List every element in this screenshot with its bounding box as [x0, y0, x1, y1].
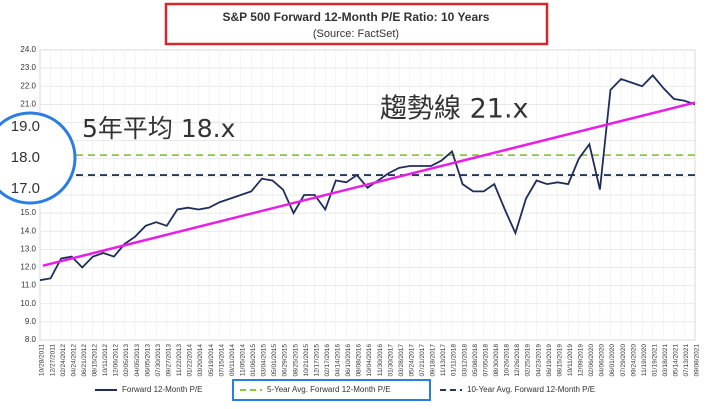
y-tick-label: 11.0 — [21, 281, 37, 290]
x-tick-label: 06/29/2015 — [282, 344, 289, 377]
x-tick-label: 07/21/2017 — [419, 344, 426, 377]
x-tick-label: 12/17/2015 — [313, 344, 320, 377]
x-tick-label: 02/05/2013 — [123, 344, 130, 377]
x-tick-label: 01/30/2017 — [387, 344, 394, 377]
x-tick-label: 12/06/2012 — [113, 344, 120, 377]
zoom-label: 17.0 — [11, 180, 40, 197]
y-tick-label: 24.0 — [20, 45, 36, 54]
x-tick-label: 12/09/2019 — [578, 344, 585, 377]
x-tick-label: 08/30/2018 — [493, 344, 500, 377]
annotation: 趨勢線 21.x — [380, 94, 529, 125]
x-tick-label: 04/23/2019 — [535, 344, 542, 377]
x-tick-label: 05/01/2015 — [271, 344, 278, 377]
x-tick-label: 02/17/2016 — [324, 344, 331, 377]
x-tick-label: 12/26/2018 — [514, 344, 521, 377]
x-tick-label: 02/06/2020 — [588, 344, 595, 377]
y-tick-label: 10.0 — [20, 299, 36, 308]
x-tick-label: 03/18/2021 — [662, 344, 669, 377]
x-tick-label: 10/11/2012 — [102, 344, 109, 376]
legend-label: Forward 12-Month P/E — [122, 385, 202, 394]
x-tick-label: 04/14/2016 — [335, 344, 342, 377]
x-tick-label: 07/15/2014 — [218, 344, 225, 377]
x-tick-label: 01/11/2018 — [451, 344, 458, 376]
x-tick-label: 11/13/2017 — [440, 344, 447, 376]
x-tick-label: 01/06/2015 — [250, 344, 257, 377]
x-tick-label: 09/27/2013 — [165, 344, 172, 377]
x-tick-label: 09/08/2021 — [694, 344, 701, 377]
x-tick-label: 09/24/2020 — [630, 344, 637, 377]
x-tick-label: 10/04/2016 — [366, 344, 373, 377]
annotation: 5年平均 18.x — [82, 114, 235, 143]
x-tick-label: 07/30/2013 — [155, 344, 162, 377]
trend-line — [42, 101, 696, 267]
x-tick-label: 06/05/2013 — [144, 344, 151, 377]
x-tick-label: 04/05/2013 — [134, 344, 141, 377]
x-tick-label: 12/27/2011 — [49, 344, 56, 376]
y-tick-label: 8.0 — [25, 335, 37, 344]
x-tick-label: 05/24/2017 — [408, 344, 415, 377]
x-tick-label: 01/22/2014 — [187, 344, 194, 377]
x-tick-label: 03/28/2017 — [398, 344, 405, 377]
x-tick-label: 08/08/2016 — [356, 344, 363, 377]
x-tick-label: 11/19/2020 — [641, 344, 648, 376]
x-tick-label: 10/11/2019 — [567, 344, 574, 376]
x-tick-label: 11/30/2016 — [377, 344, 384, 376]
x-tick-label: 01/19/2021 — [651, 344, 658, 377]
zoom-label: 18.0 — [11, 149, 40, 166]
x-tick-label: 10/21/2015 — [303, 344, 310, 377]
y-tick-label: 14.0 — [20, 226, 36, 235]
x-tick-label: 08/25/2015 — [292, 344, 299, 377]
x-tick-label: 06/21/2012 — [81, 344, 88, 377]
x-tick-label: 05/19/2014 — [208, 344, 215, 377]
x-tick-label: 04/06/2020 — [599, 344, 606, 377]
y-tick-label: 13.0 — [20, 244, 36, 253]
x-tick-label: 04/24/2012 — [70, 344, 77, 377]
x-tick-label: 06/10/2016 — [345, 344, 352, 377]
x-tick-label: 06/01/2020 — [609, 344, 616, 377]
chart-title: S&P 500 Forward 12-Month P/E Ratio: 10 Y… — [223, 10, 490, 24]
y-tick-label: 23.0 — [20, 63, 36, 72]
x-tick-label: 11/22/2013 — [176, 344, 183, 376]
x-tick-label: 09/18/2017 — [430, 344, 437, 377]
y-tick-label: 21.0 — [20, 99, 36, 108]
x-tick-label: 06/19/2019 — [546, 344, 553, 377]
x-tick-label: 05/14/2021 — [673, 344, 680, 377]
y-tick-label: 15.0 — [20, 208, 36, 217]
chart-subtitle: (Source: FactSet) — [313, 28, 399, 40]
zoom-label: 19.0 — [11, 118, 40, 135]
legend-highlight — [232, 379, 431, 401]
legend-label: 5-Year Avg. Forward 12-Month P/E — [267, 385, 391, 394]
title-box — [164, 2, 549, 46]
x-tick-label: 03/20/2014 — [197, 344, 204, 377]
x-tick-label: 07/05/2018 — [482, 344, 489, 377]
x-tick-label: 10/26/2018 — [504, 344, 511, 377]
x-tick-label: 07/13/2021 — [683, 344, 690, 377]
x-tick-label: 08/15/2012 — [92, 344, 99, 377]
x-tick-label: 05/08/2018 — [472, 344, 479, 377]
x-tick-label: 07/29/2020 — [620, 344, 627, 377]
y-tick-label: 12.0 — [20, 263, 36, 272]
series-line — [39, 74, 696, 282]
x-tick-label: 09/11/2014 — [229, 344, 236, 376]
x-tick-label: 11/05/2014 — [239, 344, 246, 376]
x-tick-label: 02/25/2019 — [525, 344, 532, 377]
y-tick-label: 9.0 — [25, 317, 37, 326]
zoom-circle — [0, 111, 77, 205]
x-tick-label: 03/12/2018 — [461, 344, 468, 377]
x-tick-label: 02/24/2012 — [60, 344, 67, 377]
y-tick-label: 22.0 — [20, 81, 36, 90]
x-tick-label: 08/15/2019 — [556, 344, 563, 377]
x-tick-label: 03/04/2015 — [261, 344, 268, 377]
x-tick-label: 10/28/2011 — [39, 344, 46, 376]
legend-label: 10-Year Avg. Forward 12-Month P/E — [467, 385, 595, 394]
